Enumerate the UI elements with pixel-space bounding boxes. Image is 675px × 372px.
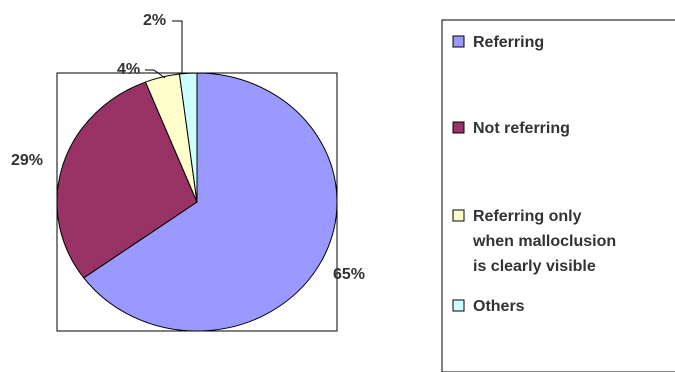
legend-frame <box>441 19 675 372</box>
legend-label-2-line-1: when malloclusion <box>472 233 616 250</box>
data-label-3: 2% <box>143 12 166 29</box>
legend-swatch-0 <box>452 35 465 48</box>
pie-slices <box>56 72 338 332</box>
pie-slice-1 <box>56 81 198 279</box>
legend-label-3: Others <box>473 298 525 315</box>
legend-label-1: Not referring <box>473 120 570 137</box>
data-label-2: 4% <box>117 61 140 78</box>
legend-label-2-line-2: is clearly visible <box>473 258 596 275</box>
legend-label-0: Referring <box>473 34 544 51</box>
pie-slice-0 <box>83 72 338 332</box>
leader-line-2 <box>145 69 166 79</box>
data-label-0: 65% <box>333 266 365 283</box>
data-label-1: 29% <box>11 152 43 169</box>
legend-swatch-1 <box>452 121 465 134</box>
legend-swatch-2 <box>452 209 465 222</box>
leader-line-3 <box>172 20 183 74</box>
legend-swatch-3 <box>452 299 465 312</box>
pie-slice-3 <box>178 72 198 203</box>
legend: Referring Not referring Referring only when… <box>441 19 675 372</box>
legend-label-2-line-0: Referring only <box>473 208 582 225</box>
data-labels: 65% 29% 4% 2% <box>11 12 365 283</box>
